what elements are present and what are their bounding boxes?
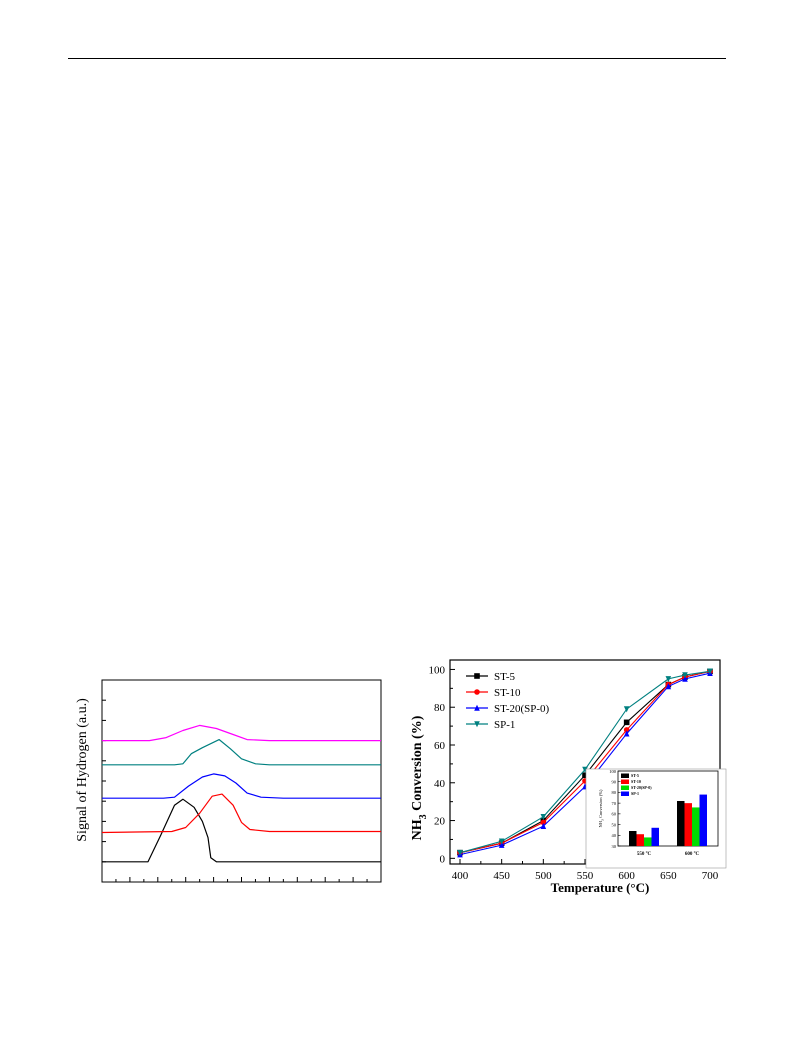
inset-bar-ST-10 [684,803,692,846]
inset-category-label: 550 °C [637,852,652,857]
inset-bar-ST-5 [677,801,685,846]
inset-legend-swatch [621,779,629,784]
inset-y-axis-label: NH3 Conversion (%) [598,789,605,827]
inset-y-tick-label: 100 [609,769,617,774]
series-line-4 [102,738,381,766]
inset-y-tick-label: 80 [612,790,617,795]
y-axis-label: NH3 Conversion (%) [410,715,429,840]
y-tick-label: 20 [434,816,446,828]
inset-legend-swatch [621,773,629,778]
series-line-1 [102,798,381,863]
inset-bar-ST-5 [629,831,637,846]
x-tick-label: 450 [493,870,510,882]
y-tick-label: 60 [434,740,446,752]
x-tick-label: 500 [535,870,552,882]
data-point [498,841,505,848]
series-line-2 [101,793,381,834]
legend-marker [474,673,480,679]
data-point [665,683,672,690]
series-line-ST-10 [459,670,711,854]
nh3-conversion-chart: NH3 Conversion (%) Temperature (°C) 400 4… [410,659,727,895]
inset-y-tick-label: 40 [612,833,617,838]
data-point [707,668,713,675]
series-line-ST-20(SP-0) [459,672,711,856]
data-point [540,822,547,830]
data-point [498,838,505,845]
data-point [665,676,672,683]
x-tick-label: 550 [577,870,594,882]
data-point [540,813,547,821]
legend-marker [474,704,480,711]
legend-label: ST-10 [494,687,521,699]
series-line-5 [102,724,381,742]
inset-bar-SP-1 [699,794,707,846]
data-point [623,706,630,713]
hydrogen-signal-chart: Signal of Hydrogen (a.u.) [75,679,382,883]
x-tick-label: 600 [618,870,635,882]
inset-y-tick-label: 60 [612,812,617,817]
inset-y-tick-label: 90 [612,780,617,785]
y-tick-label: 100 [429,664,446,676]
inset-legend-label: ST-5 [631,773,639,778]
x-tick-label: 700 [702,870,719,882]
y-axis-label: Signal of Hydrogen (a.u.) [75,698,90,842]
page-header-rule [68,58,726,59]
inset-legend-swatch [621,791,629,796]
series-line-SP-1 [459,670,711,854]
x-tick-label: 400 [452,870,469,882]
data-point [582,772,588,779]
inset-y-tick-label: 50 [612,822,617,827]
y-tick-label: 80 [434,702,446,714]
inset-y-tick-label: 30 [612,844,617,849]
plot-frame [101,679,382,883]
inset-legend-label: ST-10 [631,779,641,784]
legend-marker [474,689,480,695]
inset-y-tick-label: 70 [612,801,617,806]
data-point [623,727,630,733]
data-point [623,719,630,726]
data-point [623,730,630,737]
data-point [540,819,547,826]
legend-label: SP-1 [494,719,515,731]
legend-label: ST-20(SP-0) [494,703,550,715]
inset-legend-swatch [621,785,629,790]
data-point [582,766,588,773]
x-tick-label: 650 [660,870,677,882]
y-tick-label: 0 [440,853,446,865]
inset-category-label: 600 °C [685,852,700,857]
data-point [682,672,688,679]
data-point [457,849,463,856]
y-tick-label: 40 [434,778,446,790]
inset-bar-ST-20(SP-0) [644,837,652,846]
inset-frame [617,770,719,847]
inset-bar-ST-20(SP-0) [692,807,700,846]
inset-legend-label: ST-20(SP-0) [631,785,652,790]
legend-label: ST-5 [494,671,515,683]
inset-bar-SP-1 [651,827,659,846]
inset-bar-ST-10 [636,834,644,846]
data-point [682,675,688,682]
legend-marker [474,721,480,728]
inset-legend-label: SP-1 [631,791,639,796]
series-line-3 [102,773,381,799]
x-axis-label: Temperature (°C) [551,880,650,895]
